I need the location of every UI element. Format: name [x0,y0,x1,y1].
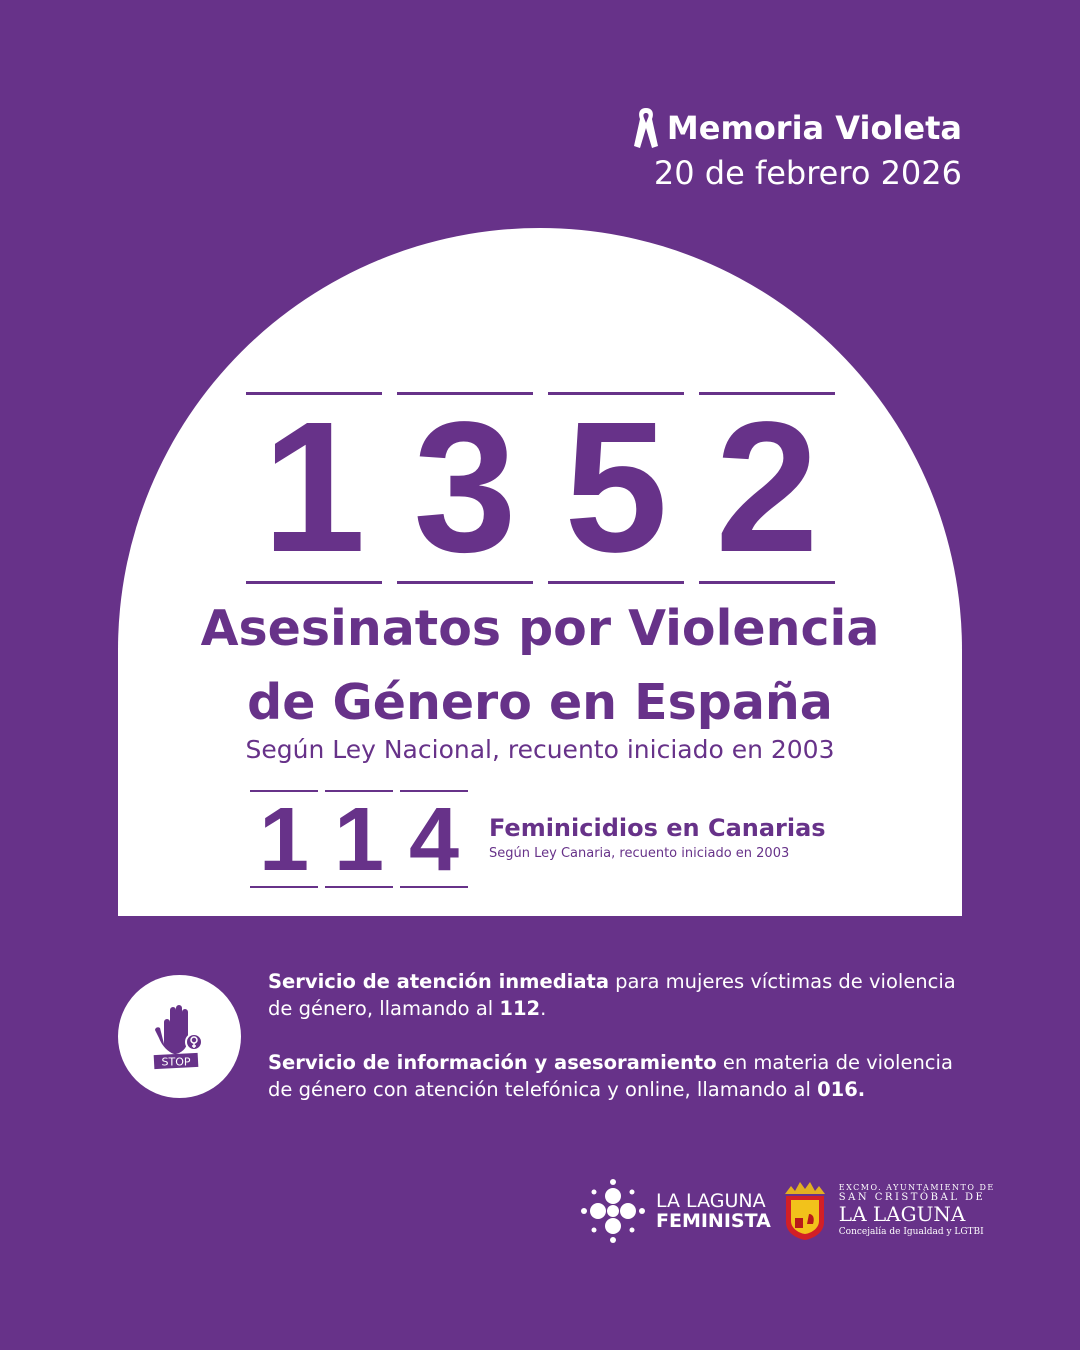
ribbon-icon [633,108,658,148]
logo-line: EXCMO. AYUNTAMIENTO DE [838,1182,995,1192]
la-laguna-feminista-logo-icon [581,1179,645,1243]
digit: 5 [548,392,684,584]
coat-of-arms-icon [784,1182,825,1240]
service-title: Servicio de atención inmediata [268,970,609,993]
service-text: en materia de violencia de género con at… [268,1051,953,1101]
service-112: Servicio de atención inmediata para muje… [268,968,978,1022]
stop-badge: STOP [118,975,241,1098]
header: Memoria Violeta 20 de febrero 2026 [633,106,962,192]
service-text: para mujeres víctimas de violencia de gé… [268,970,956,1020]
title-line: Asesinatos por Violencia [200,600,880,657]
logo-line: SAN CRISTÓBAL DE [838,1192,986,1204]
digit: 3 [397,392,533,584]
stop-hand-icon: STOP [153,1004,203,1069]
service-title: Servicio de información y asesoramiento [268,1051,717,1074]
national-subtitle: Según Ley Nacional, recuento iniciado en… [245,735,835,764]
logo-line: FEMINISTA [656,1210,771,1232]
title-line: de Género en España [247,674,833,731]
stop-label: STOP [161,1055,190,1068]
logo-line: LA LAGUNA [656,1190,766,1212]
national-counter: 1 3 5 2 [246,392,835,584]
digit: 1 [250,790,318,888]
services-info: Servicio de atención inmediata para muje… [268,968,978,1130]
digit: 2 [699,392,835,584]
header-title: Memoria Violeta [666,109,962,147]
national-title: Asesinatos por Violencia de Género en Esp… [118,592,962,740]
header-date: 20 de febrero 2026 [653,154,962,192]
arch-panel [118,228,962,916]
ayuntamiento-logo: EXCMO. AYUNTAMIENTO DE SAN CRISTÓBAL DE … [838,1182,995,1239]
service-text: . [540,997,547,1020]
canarias-title: Feminicidios en Canarias [489,814,826,842]
canarias-label: Feminicidios en Canarias Según Ley Canar… [489,814,826,861]
logo-line: LA LAGUNA [838,1202,966,1227]
canarias-counter: 1 1 4 [250,790,468,888]
logo-text: LA LAGUNA FEMINISTA [656,1191,771,1231]
phone-number: 112 [499,997,541,1020]
digit: 1 [325,790,393,888]
digit: 1 [246,392,382,584]
digit: 4 [400,790,468,888]
service-016: Servicio de información y asesoramiento … [268,1049,978,1103]
footer-logos: LA LAGUNA FEMINISTA EXCMO. AYUNTAMIENTO D… [580,1178,995,1244]
phone-number: 016. [817,1078,866,1101]
canarias-subtitle: Según Ley Canaria, recuento iniciado en … [489,846,790,861]
logo-line: Concejalía de Igualdad y LGTBI [838,1227,984,1238]
